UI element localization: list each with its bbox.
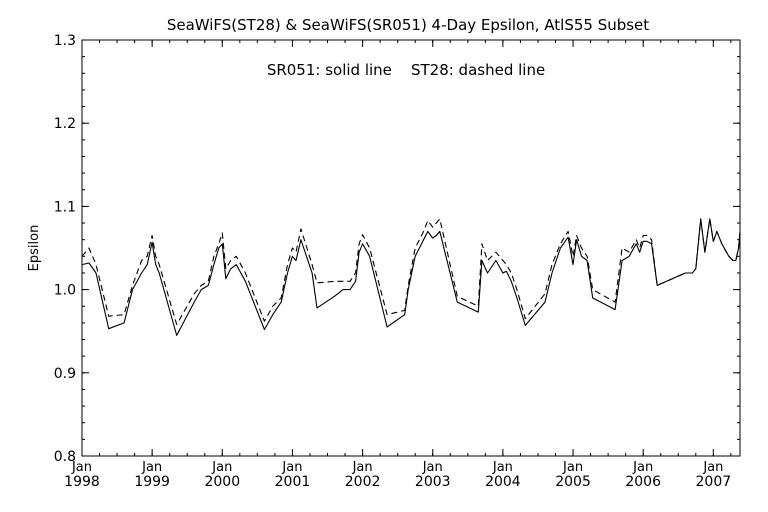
x-tick-year-label: 2006 <box>625 474 661 490</box>
x-tick-month-label: Jan <box>352 460 373 475</box>
x-tick-month-label: Jan <box>141 460 162 475</box>
series-layer <box>81 218 741 336</box>
y-tick-label: 0.9 <box>54 366 76 382</box>
x-tick-month-label: Jan <box>702 460 723 475</box>
y-tick-label: 0.8 <box>54 449 76 465</box>
x-tick-month-label: Jan <box>71 460 92 475</box>
y-tick-label: 1.2 <box>54 116 76 132</box>
x-tick-year-label: 2000 <box>204 474 240 490</box>
x-tick-year-label: 2002 <box>345 474 381 490</box>
legend-annotation: SR051: solid line ST28: dashed line <box>267 61 545 79</box>
y-tick-label: 1.3 <box>54 33 76 49</box>
x-tick-month-label: Jan <box>562 460 583 475</box>
x-tick-year-label: 1999 <box>134 474 170 490</box>
x-tick-year-label: 2004 <box>485 474 521 490</box>
x-tick-month-label: Jan <box>281 460 302 475</box>
x-tick-year-label: 2003 <box>415 474 451 490</box>
x-tick-month-label: Jan <box>492 460 513 475</box>
y-axis-label: Epsilon <box>27 225 42 272</box>
chart-title: SeaWiFS(ST28) & SeaWiFS(SR051) 4-Day Eps… <box>167 16 649 34</box>
x-tick-year-label: 2005 <box>555 474 591 490</box>
y-axis-ticks: 0.8 0.9 1.0 1.1 1.2 1.3 <box>54 33 740 465</box>
x-axis-ticks: Jan1998Jan1999Jan2000Jan2001Jan2002Jan20… <box>64 40 732 490</box>
x-tick-year-label: 2001 <box>275 474 311 490</box>
series-line-st28 <box>81 218 741 326</box>
x-tick-month-label: Jan <box>211 460 232 475</box>
x-tick-year-label: 1998 <box>64 474 100 490</box>
plot-frame <box>81 39 741 457</box>
x-tick-year-label: 2007 <box>696 474 732 490</box>
y-tick-label: 1.1 <box>54 199 76 215</box>
x-tick-month-label: Jan <box>422 460 443 475</box>
x-tick-month-label: Jan <box>632 460 653 475</box>
y-tick-label: 1.0 <box>54 283 76 299</box>
